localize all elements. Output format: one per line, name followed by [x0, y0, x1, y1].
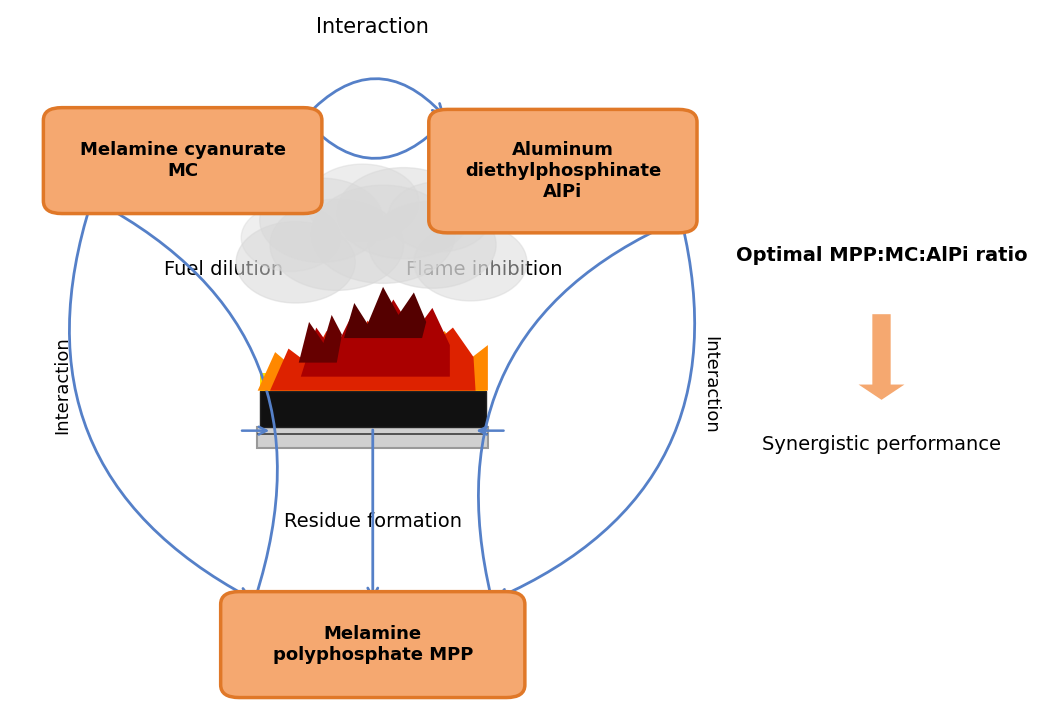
Text: Melamine cyanurate
MC: Melamine cyanurate MC: [80, 141, 285, 180]
Circle shape: [413, 223, 527, 301]
FancyBboxPatch shape: [43, 107, 322, 214]
Circle shape: [260, 178, 383, 262]
Text: Interaction: Interaction: [53, 337, 71, 434]
Text: Aluminum
diethylphosphinate
AlPi: Aluminum diethylphosphinate AlPi: [464, 141, 661, 201]
Circle shape: [388, 182, 491, 252]
Polygon shape: [301, 300, 449, 377]
Text: Optimal MPP:MC:AlPi ratio: Optimal MPP:MC:AlPi ratio: [736, 246, 1027, 265]
FancyBboxPatch shape: [260, 391, 485, 427]
Polygon shape: [270, 313, 476, 391]
Text: Melamine
polyphosphate MPP: Melamine polyphosphate MPP: [272, 625, 473, 664]
Circle shape: [236, 221, 355, 303]
Circle shape: [270, 199, 404, 291]
Circle shape: [337, 168, 471, 259]
Polygon shape: [258, 317, 488, 391]
Circle shape: [242, 204, 340, 271]
FancyBboxPatch shape: [258, 427, 489, 448]
Text: Synergistic performance: Synergistic performance: [762, 436, 1001, 454]
FancyBboxPatch shape: [429, 110, 697, 233]
FancyBboxPatch shape: [220, 592, 525, 698]
Text: Flame inhibition: Flame inhibition: [406, 260, 562, 279]
FancyBboxPatch shape: [258, 433, 489, 435]
Text: Fuel dilution: Fuel dilution: [164, 260, 283, 279]
Circle shape: [369, 201, 496, 288]
Text: Residue formation: Residue formation: [284, 513, 462, 532]
Polygon shape: [344, 287, 426, 338]
Circle shape: [311, 185, 455, 284]
Text: Interaction: Interaction: [701, 337, 719, 434]
Circle shape: [306, 164, 419, 241]
Polygon shape: [299, 315, 342, 363]
Polygon shape: [260, 373, 485, 391]
Text: Interaction: Interaction: [316, 18, 429, 37]
